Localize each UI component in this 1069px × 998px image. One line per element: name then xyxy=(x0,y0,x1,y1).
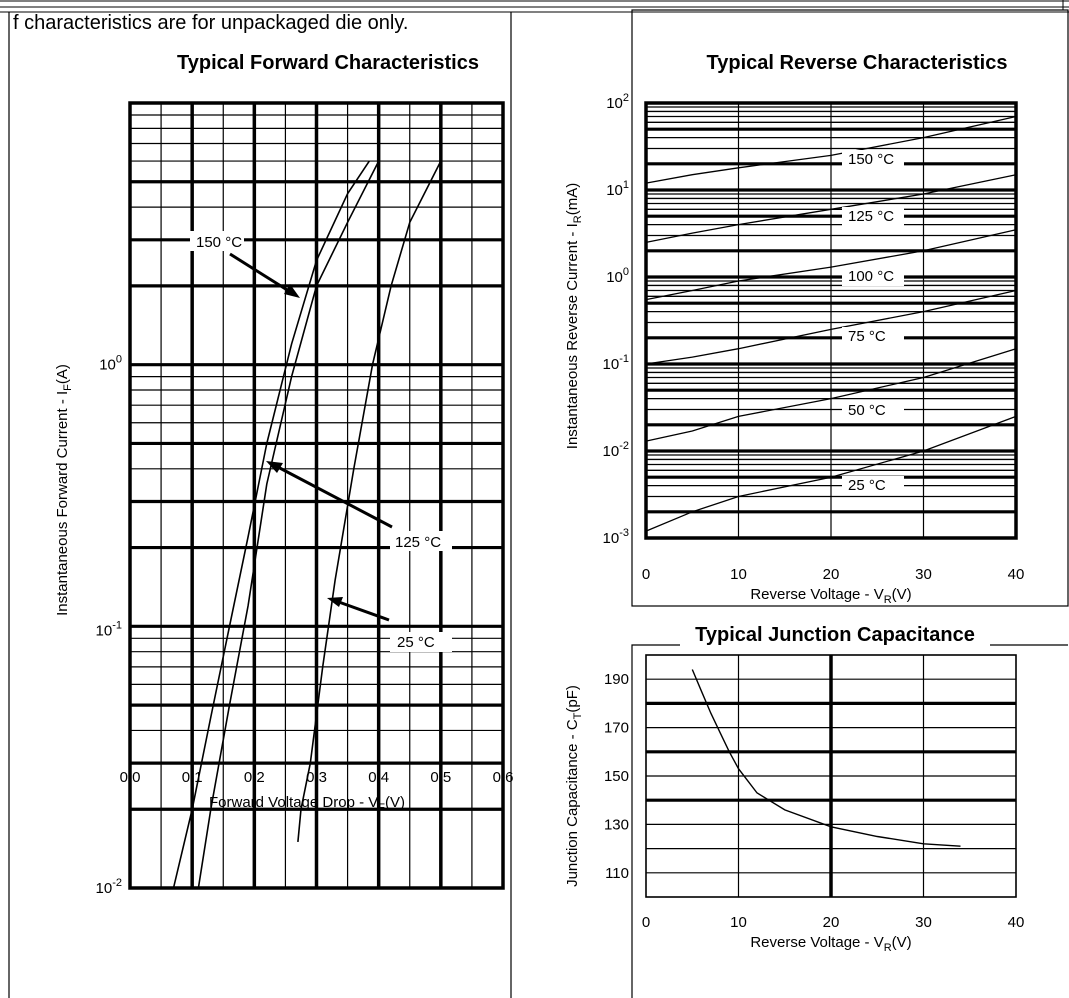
capacitance-panel-left-border xyxy=(631,644,680,998)
reverse-curve-label: 50 °C xyxy=(848,402,886,419)
capacitance-gridlines xyxy=(645,654,1017,898)
capacitance-curves xyxy=(691,669,961,847)
arrowhead-25c xyxy=(327,597,343,607)
reverse-y-tick-label: 10-3 xyxy=(603,527,629,547)
forward-chart: Typical Forward Characteristics 0.0 0.1 0.… xyxy=(54,52,513,897)
reverse-y-tick-label: 100 xyxy=(606,266,629,286)
forward-x-tick-label: 0.3 xyxy=(306,769,327,786)
reverse-curve-label-bg xyxy=(842,327,904,346)
forward-x-tick-label: 0.0 xyxy=(120,769,141,786)
forward-annotation-125c: 125 °C xyxy=(395,534,441,551)
capacitance-y-tick-label: 150 xyxy=(604,768,629,785)
reverse-panel-border xyxy=(631,9,1069,607)
forward-curve-125c xyxy=(197,160,380,889)
reverse-curves xyxy=(645,115,1017,532)
reverse-chart-title: Typical Reverse Characteristics xyxy=(707,52,1008,74)
annotation-bg-25c xyxy=(390,632,452,652)
capacitance-x-axis-label: Reverse Voltage - VR(V) xyxy=(750,934,911,954)
capacitance-chart: Typical Junction Capacitance 0 10 20 30 40 1… xyxy=(564,624,1024,954)
arrow-25c xyxy=(335,599,390,622)
reverse-chart: Typical Reverse Characteristics 150 °C 12… xyxy=(564,52,1024,606)
reverse-y-axis-label: Instantaneous Reverse Current - IR(mA) xyxy=(564,183,584,449)
forward-arrowheads xyxy=(266,284,343,607)
reverse-y-tick-label: 101 xyxy=(606,179,629,199)
forward-curves xyxy=(172,160,442,889)
forward-annotation-25c: 25 °C xyxy=(397,634,435,651)
capacitance-y-tick-label: 130 xyxy=(604,816,629,833)
reverse-x-tick-label: 40 xyxy=(1008,566,1025,583)
forward-x-axis-label: Forward Voltage Drop - VF(V) xyxy=(209,794,405,814)
annotation-bg-125c xyxy=(390,531,452,551)
reverse-curve-label-bg xyxy=(842,150,904,169)
arrowhead-150c xyxy=(284,284,300,298)
capacitance-y-axis-label: Junction Capacitance - CT(pF) xyxy=(564,685,584,887)
forward-y-tick-label: 10-1 xyxy=(96,619,122,639)
reverse-curve-125c xyxy=(645,174,1017,244)
capacitance-x-tick-label: 30 xyxy=(915,914,932,931)
reverse-gridlines xyxy=(644,101,1018,540)
capacitance-x-ticks: 0 10 20 30 40 xyxy=(642,914,1025,931)
arrow-150c xyxy=(229,252,293,295)
forward-x-tick-label: 0.4 xyxy=(368,769,389,786)
capacitance-chart-title: Typical Junction Capacitance xyxy=(695,624,975,646)
reverse-curve-label: 125 °C xyxy=(848,208,894,225)
reverse-curve-label-bg xyxy=(842,207,904,226)
forward-chart-title: Typical Forward Characteristics xyxy=(177,52,479,74)
forward-y-ticks: 10-2 10-1 100 xyxy=(96,354,122,897)
reverse-curve-labels: 150 °C 125 °C 100 °C 75 °C 50 °C 25 °C xyxy=(842,150,904,495)
footnote-text: f characteristics are for unpackaged die… xyxy=(13,12,408,34)
capacitance-curve xyxy=(691,669,961,847)
forward-y-tick-label: 10-2 xyxy=(96,877,122,897)
reverse-x-tick-label: 0 xyxy=(642,566,650,583)
capacitance-x-tick-label: 20 xyxy=(823,914,840,931)
capacitance-y-ticks: 110 130 150 170 190 xyxy=(604,671,629,882)
reverse-curve-label: 100 °C xyxy=(848,268,894,285)
reverse-curve-label-bg xyxy=(842,267,904,286)
reverse-curve-label: 25 °C xyxy=(848,477,886,494)
capacitance-y-tick-label: 190 xyxy=(604,671,629,688)
reverse-x-tick-label: 30 xyxy=(915,566,932,583)
arrowhead-125c xyxy=(266,461,283,473)
reverse-curve-25c xyxy=(645,415,1017,532)
reverse-curve-150c xyxy=(645,115,1017,184)
forward-x-ticks: 0.0 0.1 0.2 0.3 0.4 0.5 0.6 xyxy=(120,769,514,786)
forward-x-tick-label: 0.1 xyxy=(182,769,203,786)
reverse-x-axis-label: Reverse Voltage - VR(V) xyxy=(750,586,911,606)
capacitance-x-tick-label: 40 xyxy=(1008,914,1025,931)
capacitance-x-tick-label: 10 xyxy=(730,914,747,931)
reverse-x-ticks: 0 10 20 30 40 xyxy=(642,566,1025,583)
capacitance-y-tick-label: 170 xyxy=(604,720,629,737)
reverse-curve-label-bg xyxy=(842,401,904,420)
forward-y-tick-label: 100 xyxy=(99,354,122,374)
capacitance-y-tick-label: 110 xyxy=(605,865,629,882)
reverse-y-tick-label: 10-2 xyxy=(603,440,629,460)
reverse-curve-label-bg xyxy=(842,476,904,495)
forward-x-tick-label: 0.2 xyxy=(244,769,265,786)
reverse-y-tick-label: 102 xyxy=(606,92,629,112)
reverse-x-tick-label: 20 xyxy=(823,566,840,583)
reverse-y-ticks: 10-3 10-2 10-1 100 101 102 xyxy=(603,92,629,547)
forward-annotation-150c: 150 °C xyxy=(196,234,242,251)
reverse-curve-50c xyxy=(645,348,1017,442)
forward-x-tick-label: 0.6 xyxy=(493,769,514,786)
annotation-bg-150c xyxy=(190,231,244,251)
reverse-curve-label: 75 °C xyxy=(848,328,886,345)
reverse-curve-label: 150 °C xyxy=(848,151,894,168)
forward-curve-25c xyxy=(297,160,442,842)
forward-y-axis-label: Instantaneous Forward Current - IF(A) xyxy=(54,364,74,616)
forward-annotation-arrows xyxy=(229,252,393,622)
reverse-x-tick-label: 10 xyxy=(730,566,747,583)
reverse-curve-75c xyxy=(645,289,1017,365)
arrow-125c xyxy=(273,463,393,529)
capacitance-x-tick-label: 0 xyxy=(642,914,650,931)
reverse-y-tick-label: 10-1 xyxy=(603,353,629,373)
reverse-curve-100c xyxy=(645,229,1017,301)
forward-curve-150c xyxy=(172,160,370,889)
forward-x-tick-label: 0.5 xyxy=(430,769,451,786)
